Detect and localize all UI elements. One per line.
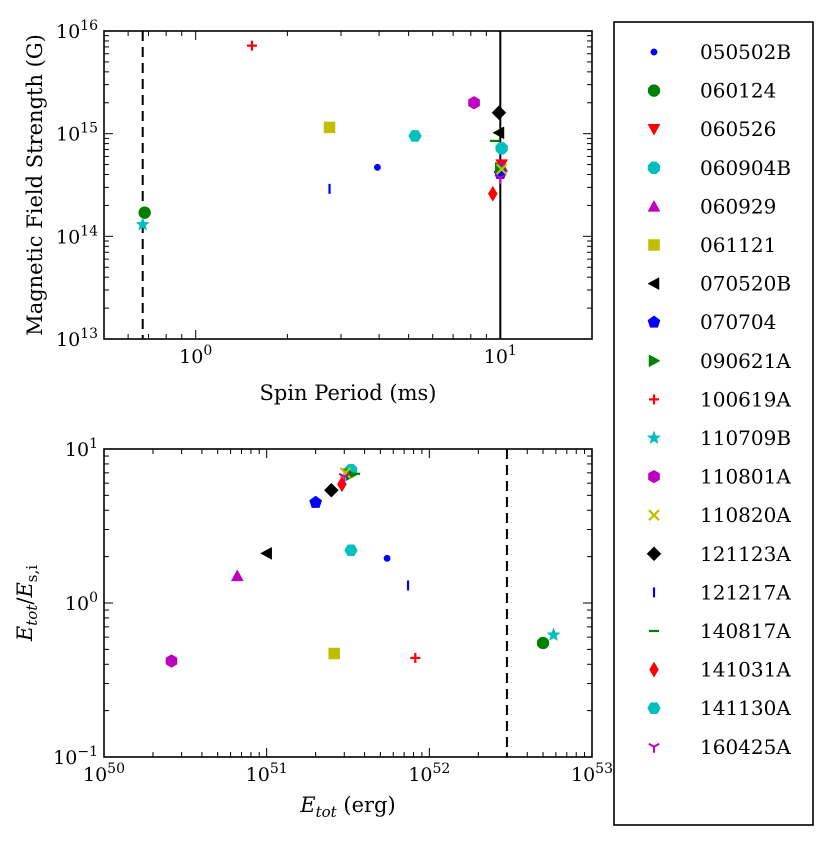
top-point-141031A [488,185,498,202]
bottom-point-110801A [165,654,178,668]
bottom-point-110709B [546,627,561,642]
bottom-point-070704 [309,495,323,508]
legend-marker-110709B [646,430,662,445]
top-x-axis-label: Spin Period (ms) [260,381,437,405]
top-y-tick-label: 1015 [56,121,98,146]
legend-marker-090621A [648,354,661,368]
legend-label-100619A: 100619A [700,387,791,411]
legend-marker-070704 [647,315,661,328]
legend-marker-141031A [649,661,659,678]
legend-label-110820A: 110820A [700,503,791,527]
bottom-point-070520B [260,546,272,560]
legend-label-090621A: 090621A [700,349,791,373]
legend-label-060929: 060929 [700,194,776,218]
legend-marker-100619A [649,394,659,405]
bottom-point-061121 [328,647,340,660]
legend-marker-060904B [647,161,661,174]
bottom-point-050502B [383,554,391,562]
top-y-axis-label: Magnetic Field Strength (G) [23,34,47,336]
bottom-x-tick-label: 1053 [571,761,613,786]
bottom-x-tick-label: 1050 [83,761,125,786]
legend-marker-070520B [647,277,660,291]
top-point-050502B [373,163,381,171]
bottom-point-100619A [410,652,421,663]
bottom-y-tick-label: 101 [65,436,98,461]
legend-label-061121: 061121 [700,233,776,257]
top-point-100619A [246,40,257,51]
legend-label-070520B: 070520B [700,272,791,296]
top-point-070520B [492,126,505,140]
bottom-y-axis-label: Etot/Es,i [13,565,41,642]
top-point-141130A [408,130,422,142]
legend-label-050502B: 050502B [700,40,791,64]
legend-label-110709B: 110709B [700,426,791,450]
legend-frame [613,21,814,826]
legend-label-141031A: 141031A [700,658,791,682]
bottom-point-121123A [324,482,339,498]
top-point-110820A [495,163,508,176]
top-point-060124 [138,206,151,219]
top-x-tick-label: 100 [179,343,212,368]
bottom-x-tick-label: 1052 [408,761,450,786]
bottom-x-tick-label: 1051 [246,761,288,786]
top-y-tick-label: 1013 [56,326,98,351]
top-plot-frame [103,30,593,340]
legend-marker-060929 [647,199,661,212]
legend-label-140817A: 140817A [700,619,791,643]
top-point-121123A [491,105,507,121]
bottom-y-tick-label: 100 [65,590,98,615]
legend-label-070704: 070704 [700,310,776,334]
legend-label-141130A: 141130A [700,696,791,720]
legend-label-160425A: 160425A [700,735,791,759]
top-point-110709B [135,217,150,231]
top-y-tick-label: 1014 [56,223,98,248]
legend-marker-050502B [650,48,658,56]
legend-marker-060526 [647,123,661,136]
legend-label-060904B: 060904B [700,156,791,180]
legend-label-060526: 060526 [700,117,776,141]
bottom-point-060929 [230,569,244,582]
bottom-point-060124 [536,636,550,650]
legend-label-110801A: 110801A [700,465,791,489]
legend-marker-061121 [648,239,660,251]
top-point-060904B [495,142,508,155]
legend-label-121217A: 121217A [700,580,791,604]
legend-marker-060124 [647,84,661,97]
legend-marker-121123A [646,546,662,562]
top-point-110801A [468,96,480,110]
top-point-061121 [323,121,336,134]
legend-label-060124: 060124 [700,79,776,103]
bottom-scatter-panel: 1050 1051 1052 1053 10−1 100 101 Etot (erg) Etot… [13,436,613,821]
bottom-plot-frame [103,448,593,758]
top-x-tick-label: 101 [484,343,517,368]
top-point-160425A [494,174,507,184]
legend-marker-160425A [648,742,660,753]
bottom-x-axis-label: Etot (erg) [299,793,395,821]
legend-marker-141130A [647,702,661,714]
legend-marker-110801A [648,469,660,484]
legend: 050502B 060124 060526 060904B 060929 061121 07… [613,21,814,826]
bottom-point-141130A [344,544,358,557]
bottom-y-tick-label: 10−1 [53,744,98,769]
bottom-point-160425A [338,472,350,483]
legend-label-121123A: 121123A [700,542,791,566]
legend-marker-110820A [648,509,660,521]
top-scatter-panel: 100 101 1013 1014 1015 1016 Spin Period (ms) Ma… [23,18,593,405]
top-y-tick-label: 1016 [56,18,98,43]
